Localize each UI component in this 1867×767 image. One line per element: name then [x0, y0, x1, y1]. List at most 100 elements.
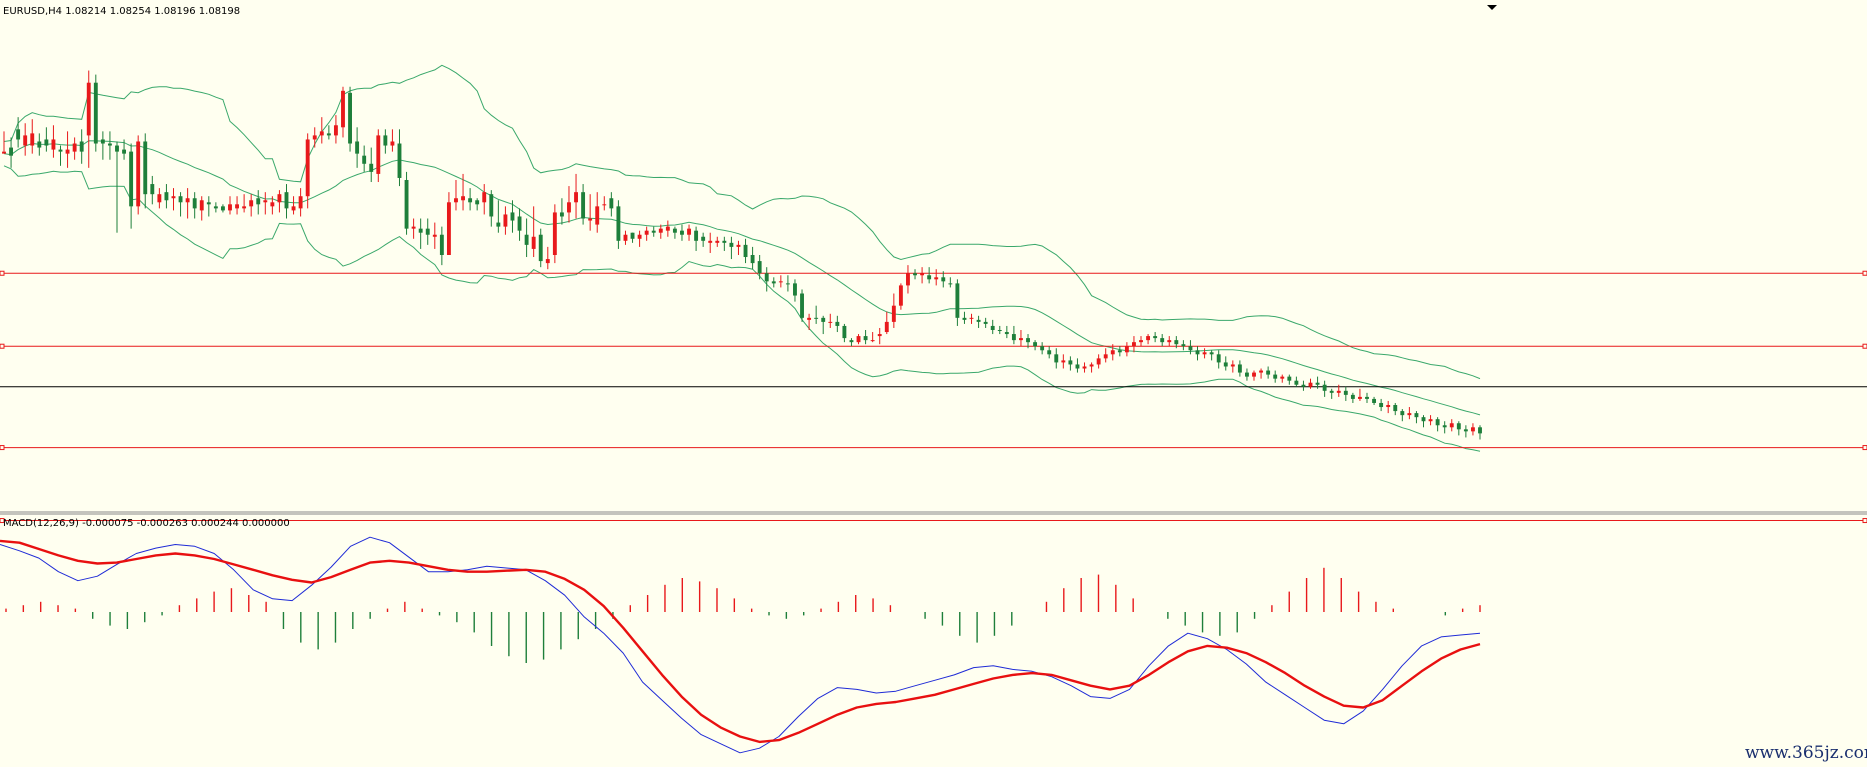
candle-body: [1061, 360, 1066, 363]
candle: [870, 332, 875, 343]
candle: [100, 131, 105, 160]
candle-body: [778, 281, 783, 283]
candle: [1315, 376, 1320, 389]
candle-body: [1117, 350, 1122, 353]
candle: [2, 131, 6, 154]
candle: [30, 119, 35, 154]
candle-body: [934, 277, 939, 280]
candle-body: [1075, 364, 1080, 369]
candle: [990, 319, 995, 335]
candle: [199, 196, 204, 221]
candle-body: [630, 232, 635, 239]
candle: [1245, 368, 1249, 381]
candle-body: [1174, 340, 1179, 345]
candle-body: [708, 240, 713, 243]
candle-body: [376, 135, 381, 174]
candle: [545, 246, 550, 270]
candle: [736, 240, 741, 255]
candle: [192, 192, 197, 219]
candle-body: [178, 196, 183, 203]
candle: [468, 188, 473, 211]
candle-body: [927, 275, 932, 280]
level-handle-right[interactable]: [1862, 518, 1867, 524]
candle: [623, 230, 628, 245]
candle: [651, 226, 656, 237]
candle-body: [531, 236, 536, 249]
candle-body: [1294, 380, 1299, 385]
candle-body: [1089, 364, 1094, 367]
candle-body: [863, 336, 868, 341]
candle-body: [948, 283, 953, 285]
macd-histogram: [5, 567, 1481, 663]
level-handle-left[interactable]: [0, 445, 5, 451]
candle: [588, 194, 593, 231]
chart-shift-marker-icon[interactable]: [1487, 5, 1497, 10]
candle-body: [1273, 374, 1278, 379]
candle-body: [644, 230, 649, 235]
candle: [37, 133, 42, 156]
candle-body: [1202, 352, 1207, 355]
candle-body: [1259, 370, 1264, 373]
candle: [906, 265, 910, 294]
candle: [1449, 419, 1454, 432]
candle-body: [552, 212, 557, 255]
candle: [927, 267, 932, 284]
candle-body: [1421, 417, 1426, 422]
candle-body: [213, 206, 218, 209]
candle-body: [1358, 396, 1362, 399]
candle-body: [990, 325, 995, 330]
candle: [312, 127, 317, 148]
candle-body: [369, 163, 374, 172]
candle: [1287, 374, 1292, 385]
candle: [687, 224, 691, 241]
candle-body: [976, 319, 981, 322]
level-handle-left[interactable]: [0, 343, 5, 349]
candle: [235, 196, 239, 215]
candle-body: [65, 149, 70, 154]
candle-body: [411, 226, 416, 229]
candle-body: [1470, 427, 1475, 432]
candle-body: [1449, 423, 1454, 428]
candle-body: [821, 317, 826, 322]
candle-body: [326, 133, 331, 136]
candle-body: [23, 135, 28, 146]
candle-body: [1132, 342, 1136, 347]
candle-body: [185, 198, 190, 203]
candle-body: [856, 336, 861, 343]
candle-body: [1301, 384, 1306, 387]
level-handle-right[interactable]: [1862, 445, 1867, 451]
level-handle-left[interactable]: [0, 270, 5, 276]
candle-body: [496, 222, 501, 227]
candle: [1167, 336, 1172, 347]
candle: [206, 196, 211, 217]
candle: [107, 131, 112, 160]
candle: [291, 196, 296, 215]
candle-body: [468, 198, 473, 203]
candle-body: [107, 143, 112, 146]
candle: [1294, 376, 1299, 387]
candle-body: [538, 234, 543, 262]
candle: [1252, 370, 1256, 381]
candle: [1400, 409, 1405, 422]
candle: [461, 173, 465, 211]
level-handle-left[interactable]: [0, 518, 5, 524]
candle-body: [30, 133, 35, 146]
candle-body: [1322, 384, 1327, 391]
candle: [665, 220, 670, 237]
level-handle-right[interactable]: [1862, 270, 1867, 276]
candle: [1463, 425, 1468, 438]
candle: [122, 139, 126, 160]
candle: [1358, 388, 1362, 401]
level-handle-right[interactable]: [1862, 343, 1867, 349]
candle-body: [157, 194, 162, 203]
candle: [454, 180, 458, 211]
candle-body: [729, 242, 734, 247]
candle-body: [672, 228, 677, 233]
candle-body: [1040, 346, 1045, 351]
candle-body: [1181, 344, 1186, 347]
candle-body: [1139, 340, 1143, 343]
horizontal-levels[interactable]: [0, 270, 1867, 524]
candle-body: [1365, 396, 1369, 399]
